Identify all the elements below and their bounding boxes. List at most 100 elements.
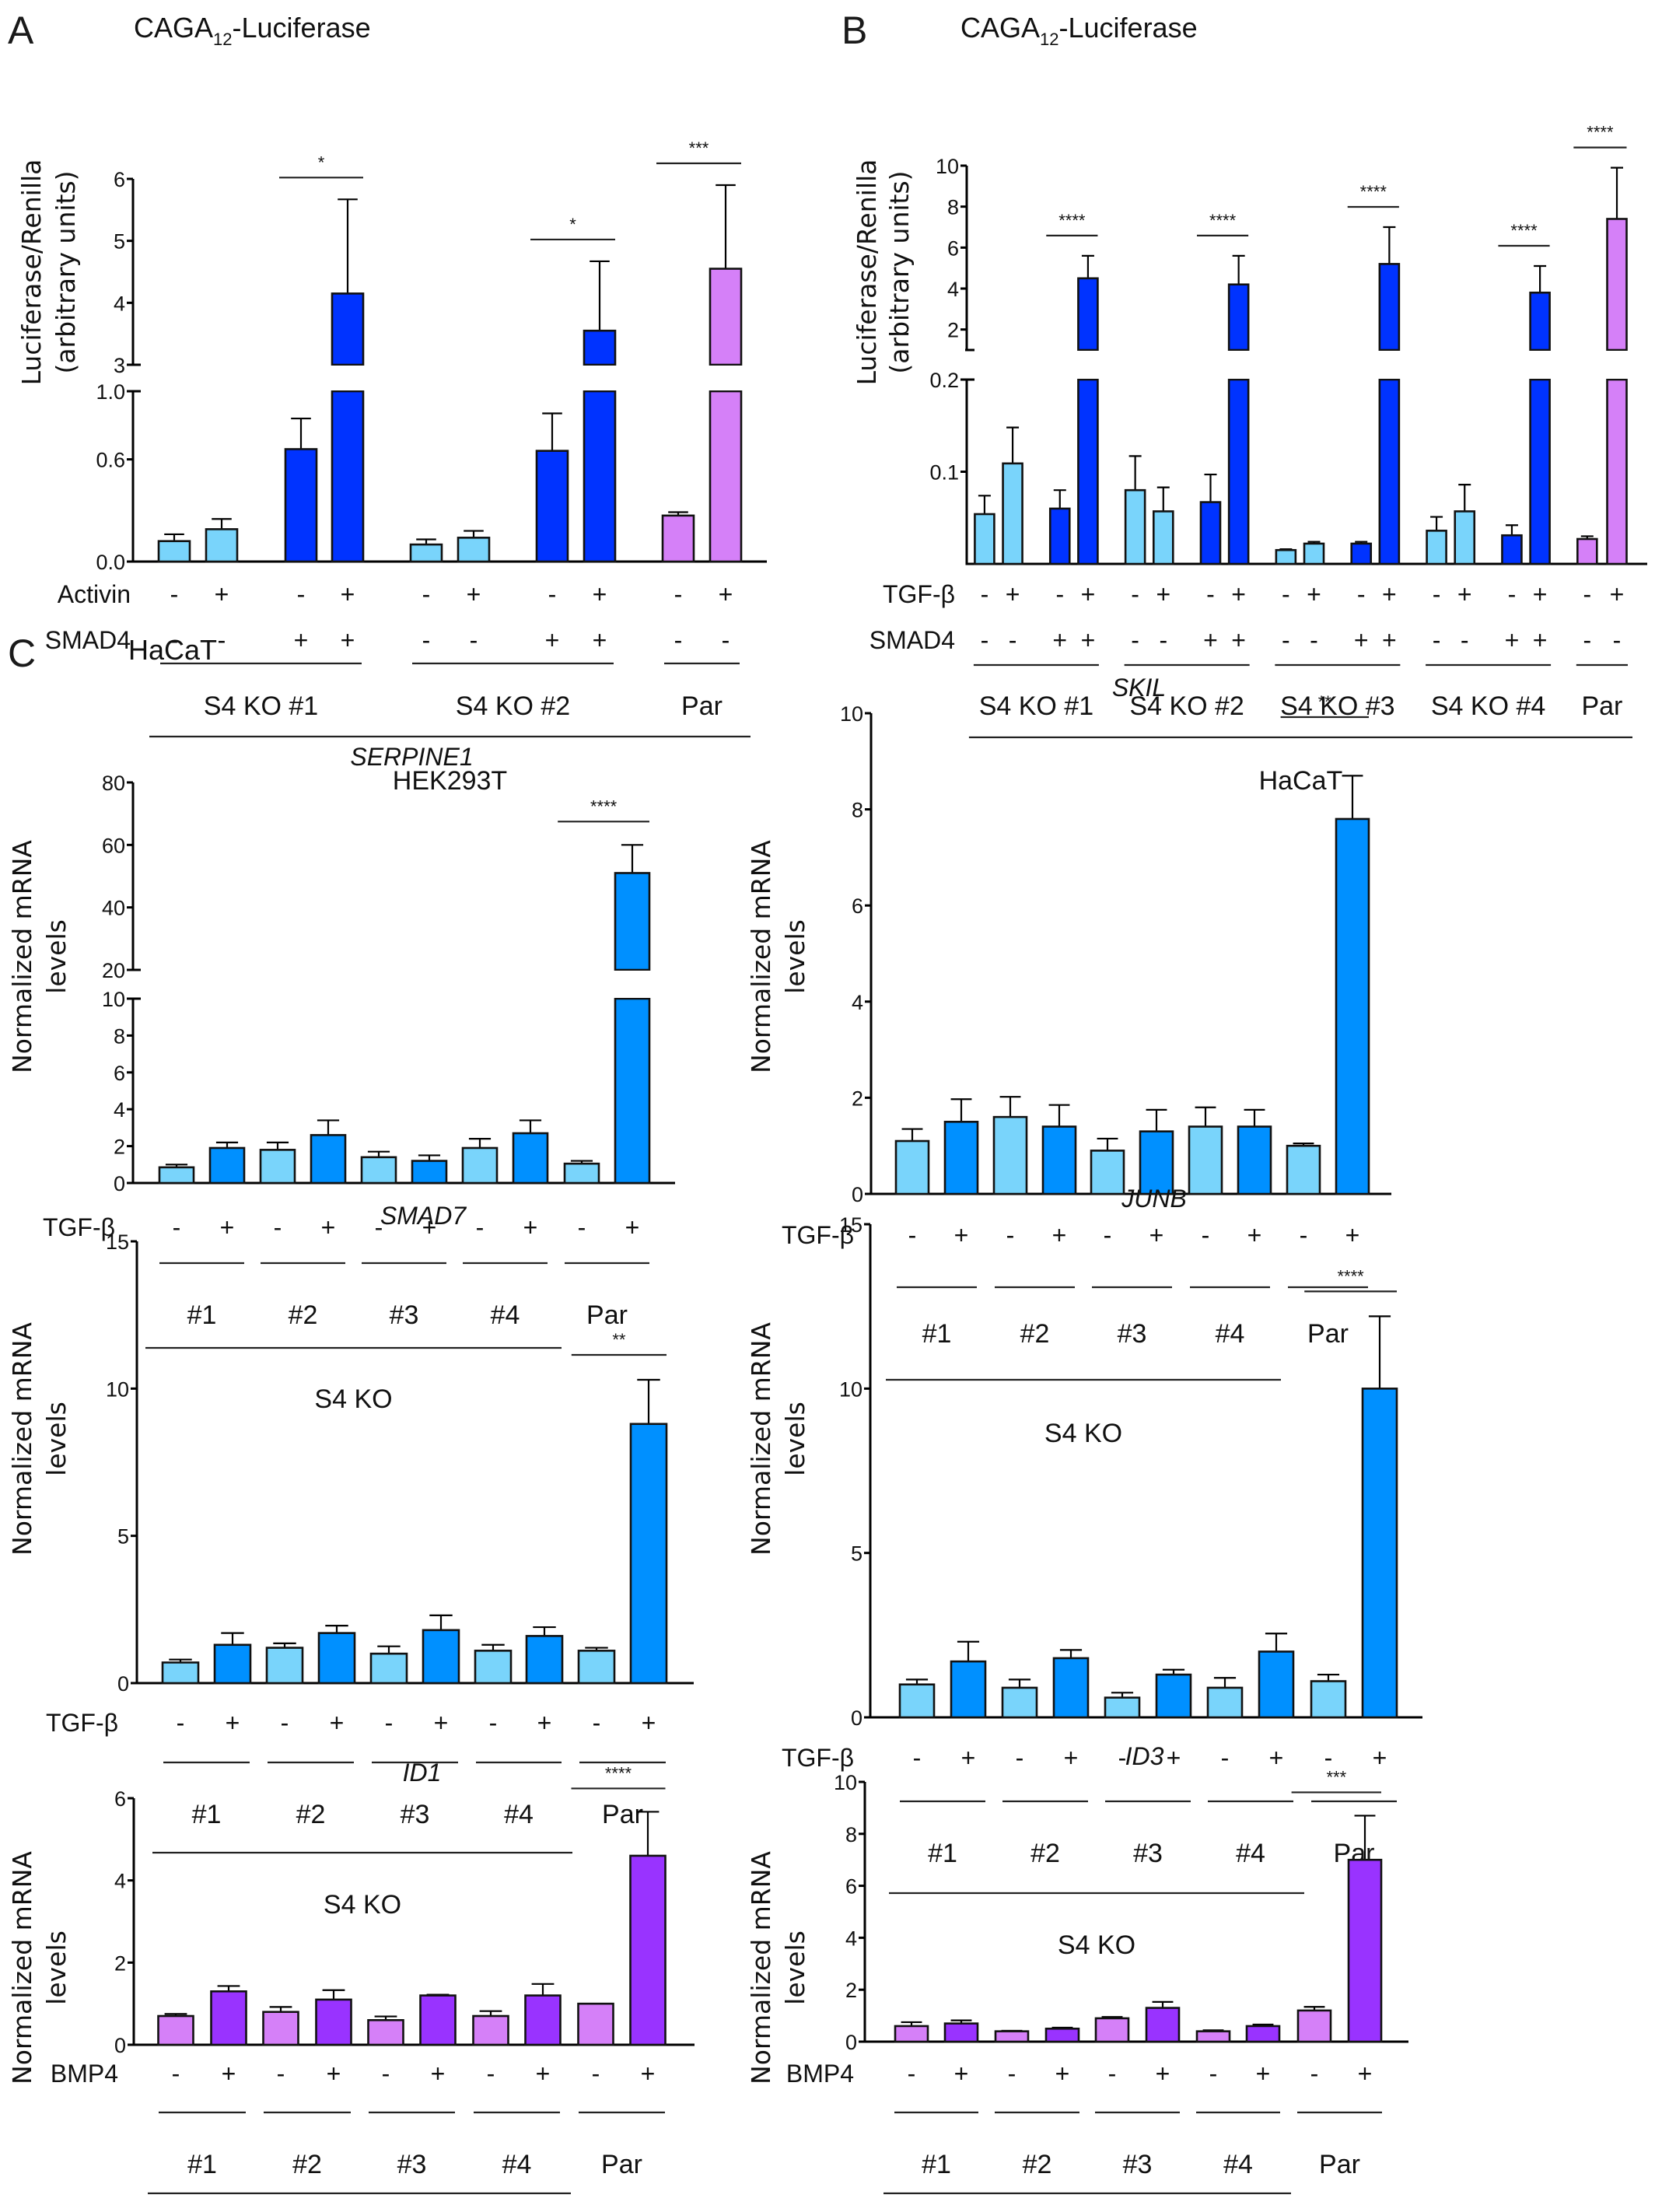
plus-sign: +	[537, 1709, 552, 1737]
plus-sign: +	[593, 626, 607, 654]
significance-label: ***	[1326, 1767, 1346, 1787]
chart-title: SERPINE1	[350, 743, 473, 771]
plus-sign: +	[1382, 580, 1397, 608]
y-tick-label: 0	[117, 1672, 129, 1696]
minus-sign: -	[218, 626, 226, 654]
y-tick-label: 0.0	[96, 551, 125, 574]
bar	[1094, 2017, 1130, 2043]
significance-label: ****	[590, 796, 618, 816]
minus-sign: -	[470, 626, 478, 654]
significance-label: **	[1318, 692, 1332, 712]
plus-sign: +	[1081, 626, 1096, 654]
panel-title-c: HaCaT	[128, 634, 217, 666]
plus-sign: +	[1533, 626, 1548, 654]
title-main: CAGA	[960, 12, 1040, 44]
bar	[1350, 542, 1373, 565]
group-label: #3	[397, 2150, 427, 2179]
y-tick-label: 4	[114, 292, 125, 315]
y-tick-label: 15	[839, 1213, 862, 1237]
bar	[629, 1854, 667, 2046]
super-group-label: S4 KO	[314, 1384, 392, 1414]
minus-sign: -	[674, 626, 683, 654]
group-label: Par	[601, 2150, 642, 2179]
bar	[894, 1139, 930, 1195]
bar	[472, 2014, 509, 2046]
chart-c-skil: 0 2 4 6 8 10 Normalized mRNA levels SKIL ** TGF-β -…	[746, 674, 1391, 1448]
significance-label: ****	[1058, 211, 1086, 230]
bar	[1529, 378, 1551, 565]
bar	[1152, 510, 1174, 565]
plus-sign: +	[523, 1213, 538, 1241]
bar	[284, 448, 318, 563]
y-tick-label: 6	[114, 1062, 125, 1085]
minus-sign: -	[422, 626, 431, 654]
bar	[315, 1998, 352, 2046]
chart-c-junb: 0 5 10 15 Normalized mRNA levels JUNB **** TGF-β…	[746, 1185, 1422, 1960]
plus-sign: +	[294, 626, 309, 654]
plus-sign: +	[1055, 2060, 1070, 2088]
y-axis-label: levels	[41, 1402, 72, 1476]
super-group-label: HEK293T	[393, 766, 507, 796]
plus-sign: +	[341, 580, 355, 608]
chart-title: SKIL	[1112, 674, 1166, 702]
y-tick-label: 2	[114, 1951, 126, 1975]
minus-sign: -	[1282, 580, 1290, 608]
bar	[1286, 1144, 1321, 1195]
bar	[943, 1121, 979, 1195]
bar	[974, 513, 995, 565]
minus-sign: -	[1583, 626, 1591, 654]
bar	[614, 997, 651, 1185]
bar	[1001, 1686, 1038, 1719]
bar	[1529, 291, 1551, 352]
condition-row-label: TGF-β	[782, 1744, 854, 1772]
group-label: #3	[401, 1800, 430, 1829]
bar	[157, 2014, 194, 2046]
minus-sign: -	[1206, 580, 1215, 608]
plus-sign: +	[1345, 1221, 1360, 1249]
minus-sign: -	[592, 2060, 600, 2088]
plus-sign: +	[1382, 626, 1397, 654]
plus-sign: +	[1052, 1221, 1067, 1249]
plus-sign: +	[1203, 626, 1218, 654]
minus-sign: -	[1008, 2060, 1016, 2088]
minus-sign: -	[1009, 626, 1017, 654]
y-axis-label: levels	[780, 1930, 810, 2005]
super-group-label: S4 KO	[1044, 1419, 1122, 1448]
bar	[1002, 462, 1023, 565]
group-label: #1	[187, 1300, 217, 1330]
condition-row-label: Activin	[58, 580, 131, 608]
bar	[1361, 1388, 1398, 1719]
minus-sign: -	[1006, 1221, 1015, 1249]
chart-b: 0.1 0.2 2 4 6 8 10 Luciferase/Renilla (arbitrary…	[852, 123, 1647, 796]
y-axis-label: levels	[780, 919, 810, 994]
y-axis-label: Luciferase/Renilla	[852, 159, 882, 386]
y-tick-label: 10	[936, 155, 959, 178]
bar	[709, 268, 743, 366]
bar	[205, 528, 239, 563]
bar	[265, 1647, 304, 1685]
chart-title: ID3	[1125, 1742, 1164, 1770]
y-tick-label: 60	[102, 834, 125, 857]
bar	[629, 1423, 668, 1685]
bar	[1296, 2009, 1332, 2043]
y-tick-label: 4	[845, 1927, 857, 1950]
minus-sign: -	[1131, 580, 1139, 608]
plus-sign: +	[215, 580, 229, 608]
bar	[563, 1162, 600, 1185]
condition-row-label: SMAD4	[869, 626, 955, 654]
y-tick-label: 6	[947, 236, 959, 260]
bar	[1576, 537, 1598, 565]
plus-sign: +	[1358, 2060, 1373, 2088]
minus-sign: -	[908, 2060, 916, 2088]
bar	[1077, 277, 1099, 352]
bar	[1258, 1650, 1295, 1719]
bar	[583, 329, 617, 366]
condition-row-label: SMAD4	[45, 626, 131, 654]
bar	[1090, 1150, 1125, 1195]
minus-sign: -	[548, 580, 557, 608]
group-label: Par	[1307, 1319, 1349, 1349]
bar	[1139, 1130, 1174, 1195]
bar	[583, 390, 617, 563]
significance-label: ****	[605, 1763, 632, 1783]
minus-sign: -	[172, 2060, 180, 2088]
